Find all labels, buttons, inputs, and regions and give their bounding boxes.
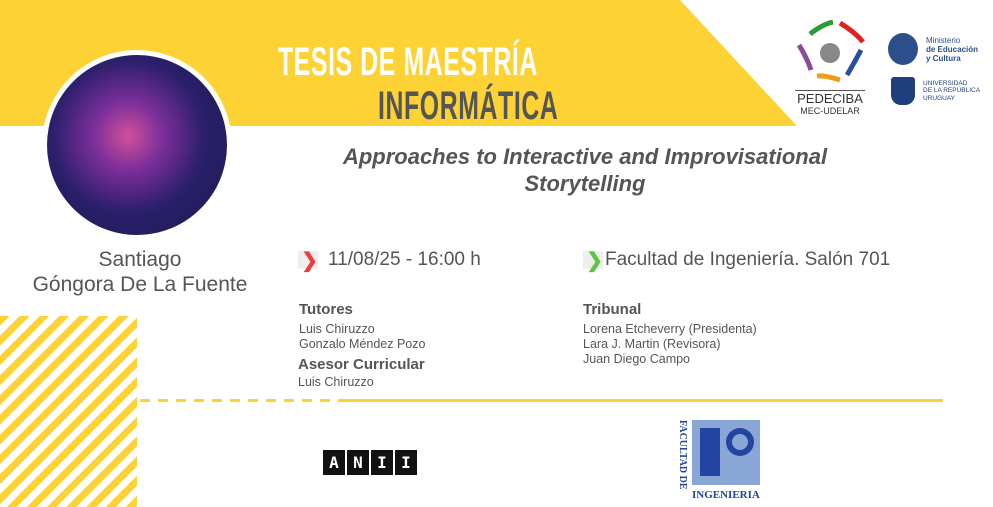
advisor-name: Luis Chiruzzo <box>298 375 374 389</box>
divider <box>340 399 943 402</box>
striped-decoration <box>0 316 137 507</box>
udelar-building-icon <box>891 77 915 105</box>
anii-logo: A N I I <box>323 450 417 475</box>
tutors-heading: Tutores <box>299 301 353 318</box>
dashed-divider <box>140 399 340 402</box>
avatar <box>42 50 232 240</box>
tribunal-member: Lorena Etcheverry (Presidenta) <box>583 322 757 336</box>
tribunal-heading: Tribunal <box>583 301 642 318</box>
header-title: TESIS DE MAESTRÍA <box>278 40 538 84</box>
tutor-name: Gonzalo Méndez Pozo <box>299 337 426 351</box>
chevron-right-icon: ❯ <box>583 250 603 272</box>
thesis-title: Approaches to Interactive and Improvisat… <box>342 144 828 196</box>
presenter-first-name: Santiago <box>98 248 182 271</box>
header-subtitle: INFORMÁTICA <box>378 84 559 128</box>
pedeciba-logo: PEDECIBA MEC-UDELAR <box>795 19 865 116</box>
datetime-text: 11/08/25 - 16:00 h <box>328 249 481 270</box>
tribunal-member: Juan Diego Campo <box>583 352 691 366</box>
tribunal-member: Lara J. Martin (Revisora) <box>583 337 721 351</box>
mec-logo: Ministerio de Educación y Cultura <box>888 33 978 65</box>
chevron-right-icon: ❯ <box>298 250 318 272</box>
tutor-name: Luis Chiruzzo <box>299 322 375 336</box>
coat-of-arms-icon <box>888 33 918 65</box>
fing-logo: FACULTAD DE INGENIERIA <box>677 420 760 501</box>
presenter-last-name: Góngora De La Fuente <box>32 273 248 296</box>
event-datetime: ❯ 11/08/25 - 16:00 h <box>298 249 481 272</box>
location-text: Facultad de Ingeniería. Salón 701 <box>605 249 891 270</box>
pedeciba-star-icon <box>796 19 865 83</box>
advisor-heading: Asesor Curricular <box>298 356 425 373</box>
event-location: ❯ Facultad de Ingeniería. Salón 701 <box>583 249 891 272</box>
udelar-logo: UNIVERSIDAD DE LA REPÚBLICA URUGUAY <box>891 77 980 105</box>
